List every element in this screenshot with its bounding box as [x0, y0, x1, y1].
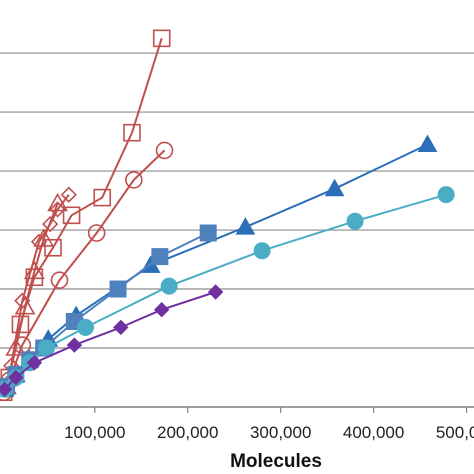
data-point — [66, 337, 83, 353]
data-point — [123, 123, 141, 142]
data-point — [207, 284, 224, 300]
data-point — [5, 337, 27, 356]
data-point — [77, 318, 95, 336]
data-point — [37, 339, 55, 357]
x-tick-label: 400,000 — [343, 423, 404, 442]
data-point — [155, 141, 174, 160]
data-point — [44, 238, 62, 257]
data-point — [49, 201, 66, 218]
x-tick-label: 300,000 — [250, 423, 311, 442]
data-point — [87, 224, 106, 242]
data-point — [62, 206, 81, 225]
data-point — [0, 381, 13, 398]
data-point — [199, 224, 217, 242]
data-point — [47, 192, 68, 212]
data-point — [235, 217, 256, 235]
data-point — [153, 301, 170, 318]
data-point — [113, 319, 129, 336]
data-point — [8, 369, 24, 386]
data-point — [346, 212, 364, 230]
grid — [0, 52, 474, 408]
series-line — [3, 143, 428, 390]
data-point — [160, 277, 178, 295]
data-point — [417, 134, 438, 152]
series-8 — [0, 284, 224, 398]
data-point — [60, 186, 77, 203]
data-point — [109, 280, 127, 298]
series-5 — [0, 134, 438, 397]
data-point — [26, 355, 43, 371]
x-tick-label: 100,000 — [64, 423, 125, 442]
data-point — [151, 248, 169, 266]
x-tick-label: 500,000 — [436, 423, 474, 442]
data-point — [42, 215, 59, 233]
data-point — [50, 271, 69, 289]
data-point — [33, 228, 55, 247]
series-7 — [0, 186, 455, 398]
marks — [0, 29, 455, 402]
data-point — [324, 178, 345, 197]
data-point — [152, 29, 171, 48]
data-point — [24, 260, 45, 280]
series-1 — [0, 29, 171, 402]
data-point — [253, 242, 271, 260]
data-point — [14, 296, 36, 315]
data-point — [125, 171, 143, 189]
x-tick-label: 200,000 — [157, 423, 218, 442]
data-point — [93, 188, 112, 207]
x-axis-title: Molecules — [230, 451, 322, 472]
x-axis-tick-labels: 100,000 200,000 300,000 400,000 500,000 — [64, 407, 474, 442]
data-point — [437, 186, 455, 204]
